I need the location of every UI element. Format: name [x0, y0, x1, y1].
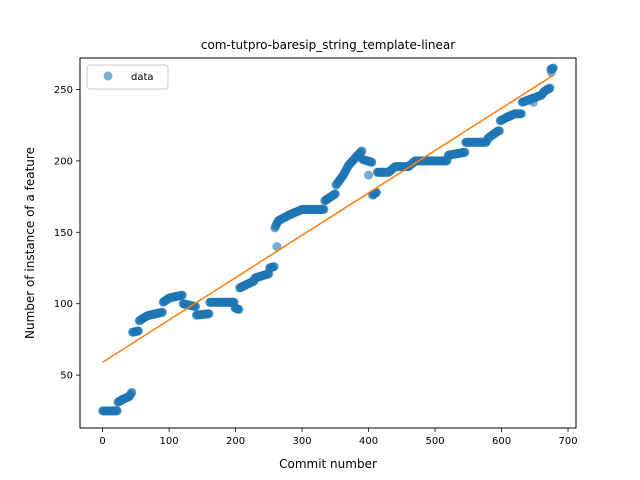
fit-line [102, 74, 554, 363]
data-point [505, 112, 515, 122]
legend: data [86, 64, 169, 90]
x-tick-label: 700 [558, 436, 577, 447]
chart-title: com-tutpro-baresip_string_template-linea… [201, 38, 455, 52]
data-point [319, 204, 329, 214]
data-point [516, 109, 526, 119]
data-point [528, 97, 538, 107]
data-point [495, 126, 505, 136]
legend-box [86, 64, 169, 90]
y-axis-label: Number of instance of a feature [23, 147, 37, 339]
data-point [364, 170, 374, 180]
data-point [460, 147, 470, 157]
y-tick-label: 100 [54, 299, 73, 310]
legend-label-data: data [131, 72, 154, 83]
data-point [157, 307, 167, 317]
data-point [204, 309, 214, 319]
y-tick-label: 50 [60, 371, 73, 382]
y-axis-ticks: 50 100 150 200 250 [54, 85, 80, 382]
y-tick-label: 250 [54, 85, 73, 96]
y-tick-label: 150 [54, 228, 73, 239]
legend-marker [103, 71, 113, 81]
y-tick-label: 200 [54, 156, 73, 167]
data-point [545, 83, 555, 93]
x-tick-label: 400 [359, 436, 378, 447]
data-point [330, 189, 340, 199]
x-tick-label: 100 [160, 436, 179, 447]
x-axis-label: Commit number [279, 457, 377, 471]
data-point [367, 157, 377, 167]
data-point [546, 67, 556, 77]
data-point [269, 262, 279, 272]
axes-frame [79, 57, 577, 429]
data-point [177, 290, 187, 300]
x-tick-label: 500 [425, 436, 444, 447]
fit-line-layer [102, 74, 554, 363]
data-point [134, 326, 144, 336]
x-axis-ticks: 0 100 200 300 400 500 600 700 [99, 428, 578, 447]
x-tick-label: 0 [99, 436, 105, 447]
data-points [98, 63, 558, 416]
x-tick-label: 200 [226, 436, 245, 447]
data-point [272, 242, 282, 252]
x-tick-label: 300 [293, 436, 312, 447]
data-point [127, 387, 137, 397]
data-point [112, 406, 122, 416]
data-point [234, 304, 244, 314]
x-tick-label: 600 [492, 436, 511, 447]
data-point [357, 146, 367, 156]
